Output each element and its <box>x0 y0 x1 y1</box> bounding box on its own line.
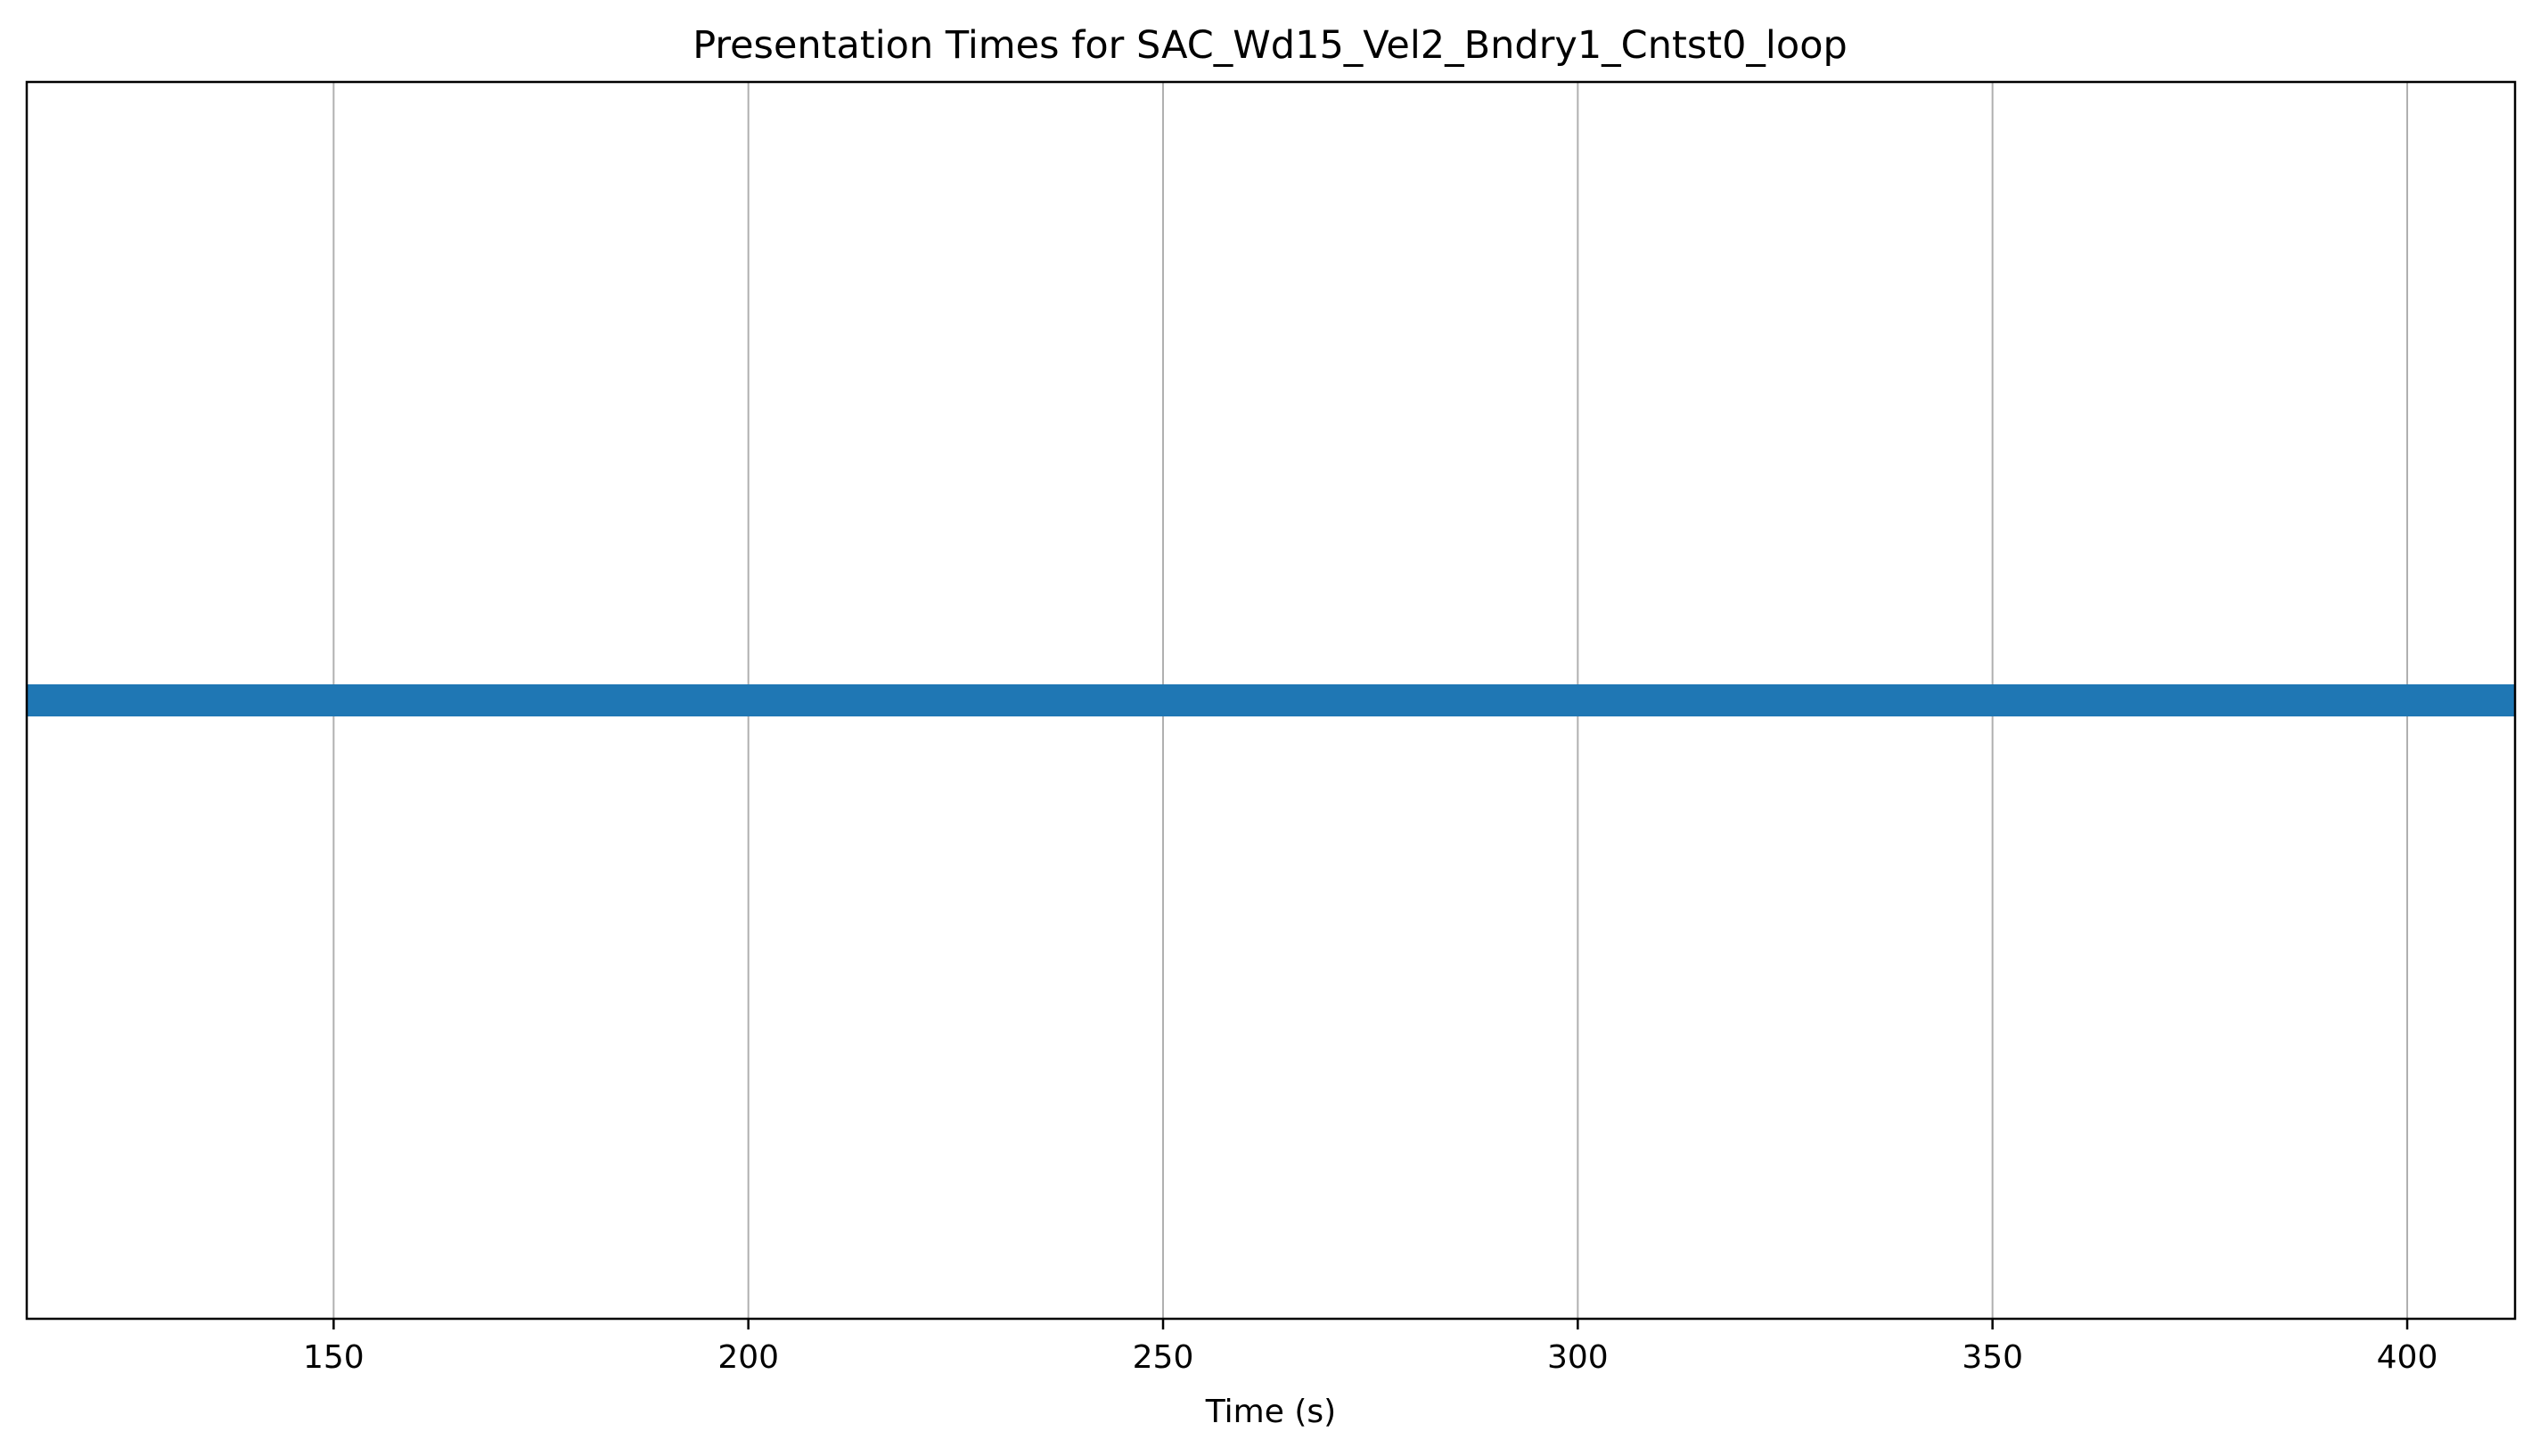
timeline-bar <box>27 684 2515 716</box>
x-tick-label: 400 <box>2377 1339 2438 1376</box>
chart-title: Presentation Times for SAC_Wd15_Vel2_Bnd… <box>692 23 1848 68</box>
x-tick-label: 300 <box>1547 1339 1609 1376</box>
plot-frame <box>25 80 2517 1321</box>
x-tick-label: 350 <box>1962 1339 2023 1376</box>
timeline-bars <box>27 684 2515 716</box>
x-tick-label: 200 <box>717 1339 779 1376</box>
x-axis-ticks: 150 200 250 300 350 400 <box>303 1319 2438 1376</box>
x-tick-label: 250 <box>1133 1339 1194 1376</box>
x-axis-label: Time (s) <box>1205 1394 1336 1430</box>
x-tick-label: 150 <box>303 1339 365 1376</box>
